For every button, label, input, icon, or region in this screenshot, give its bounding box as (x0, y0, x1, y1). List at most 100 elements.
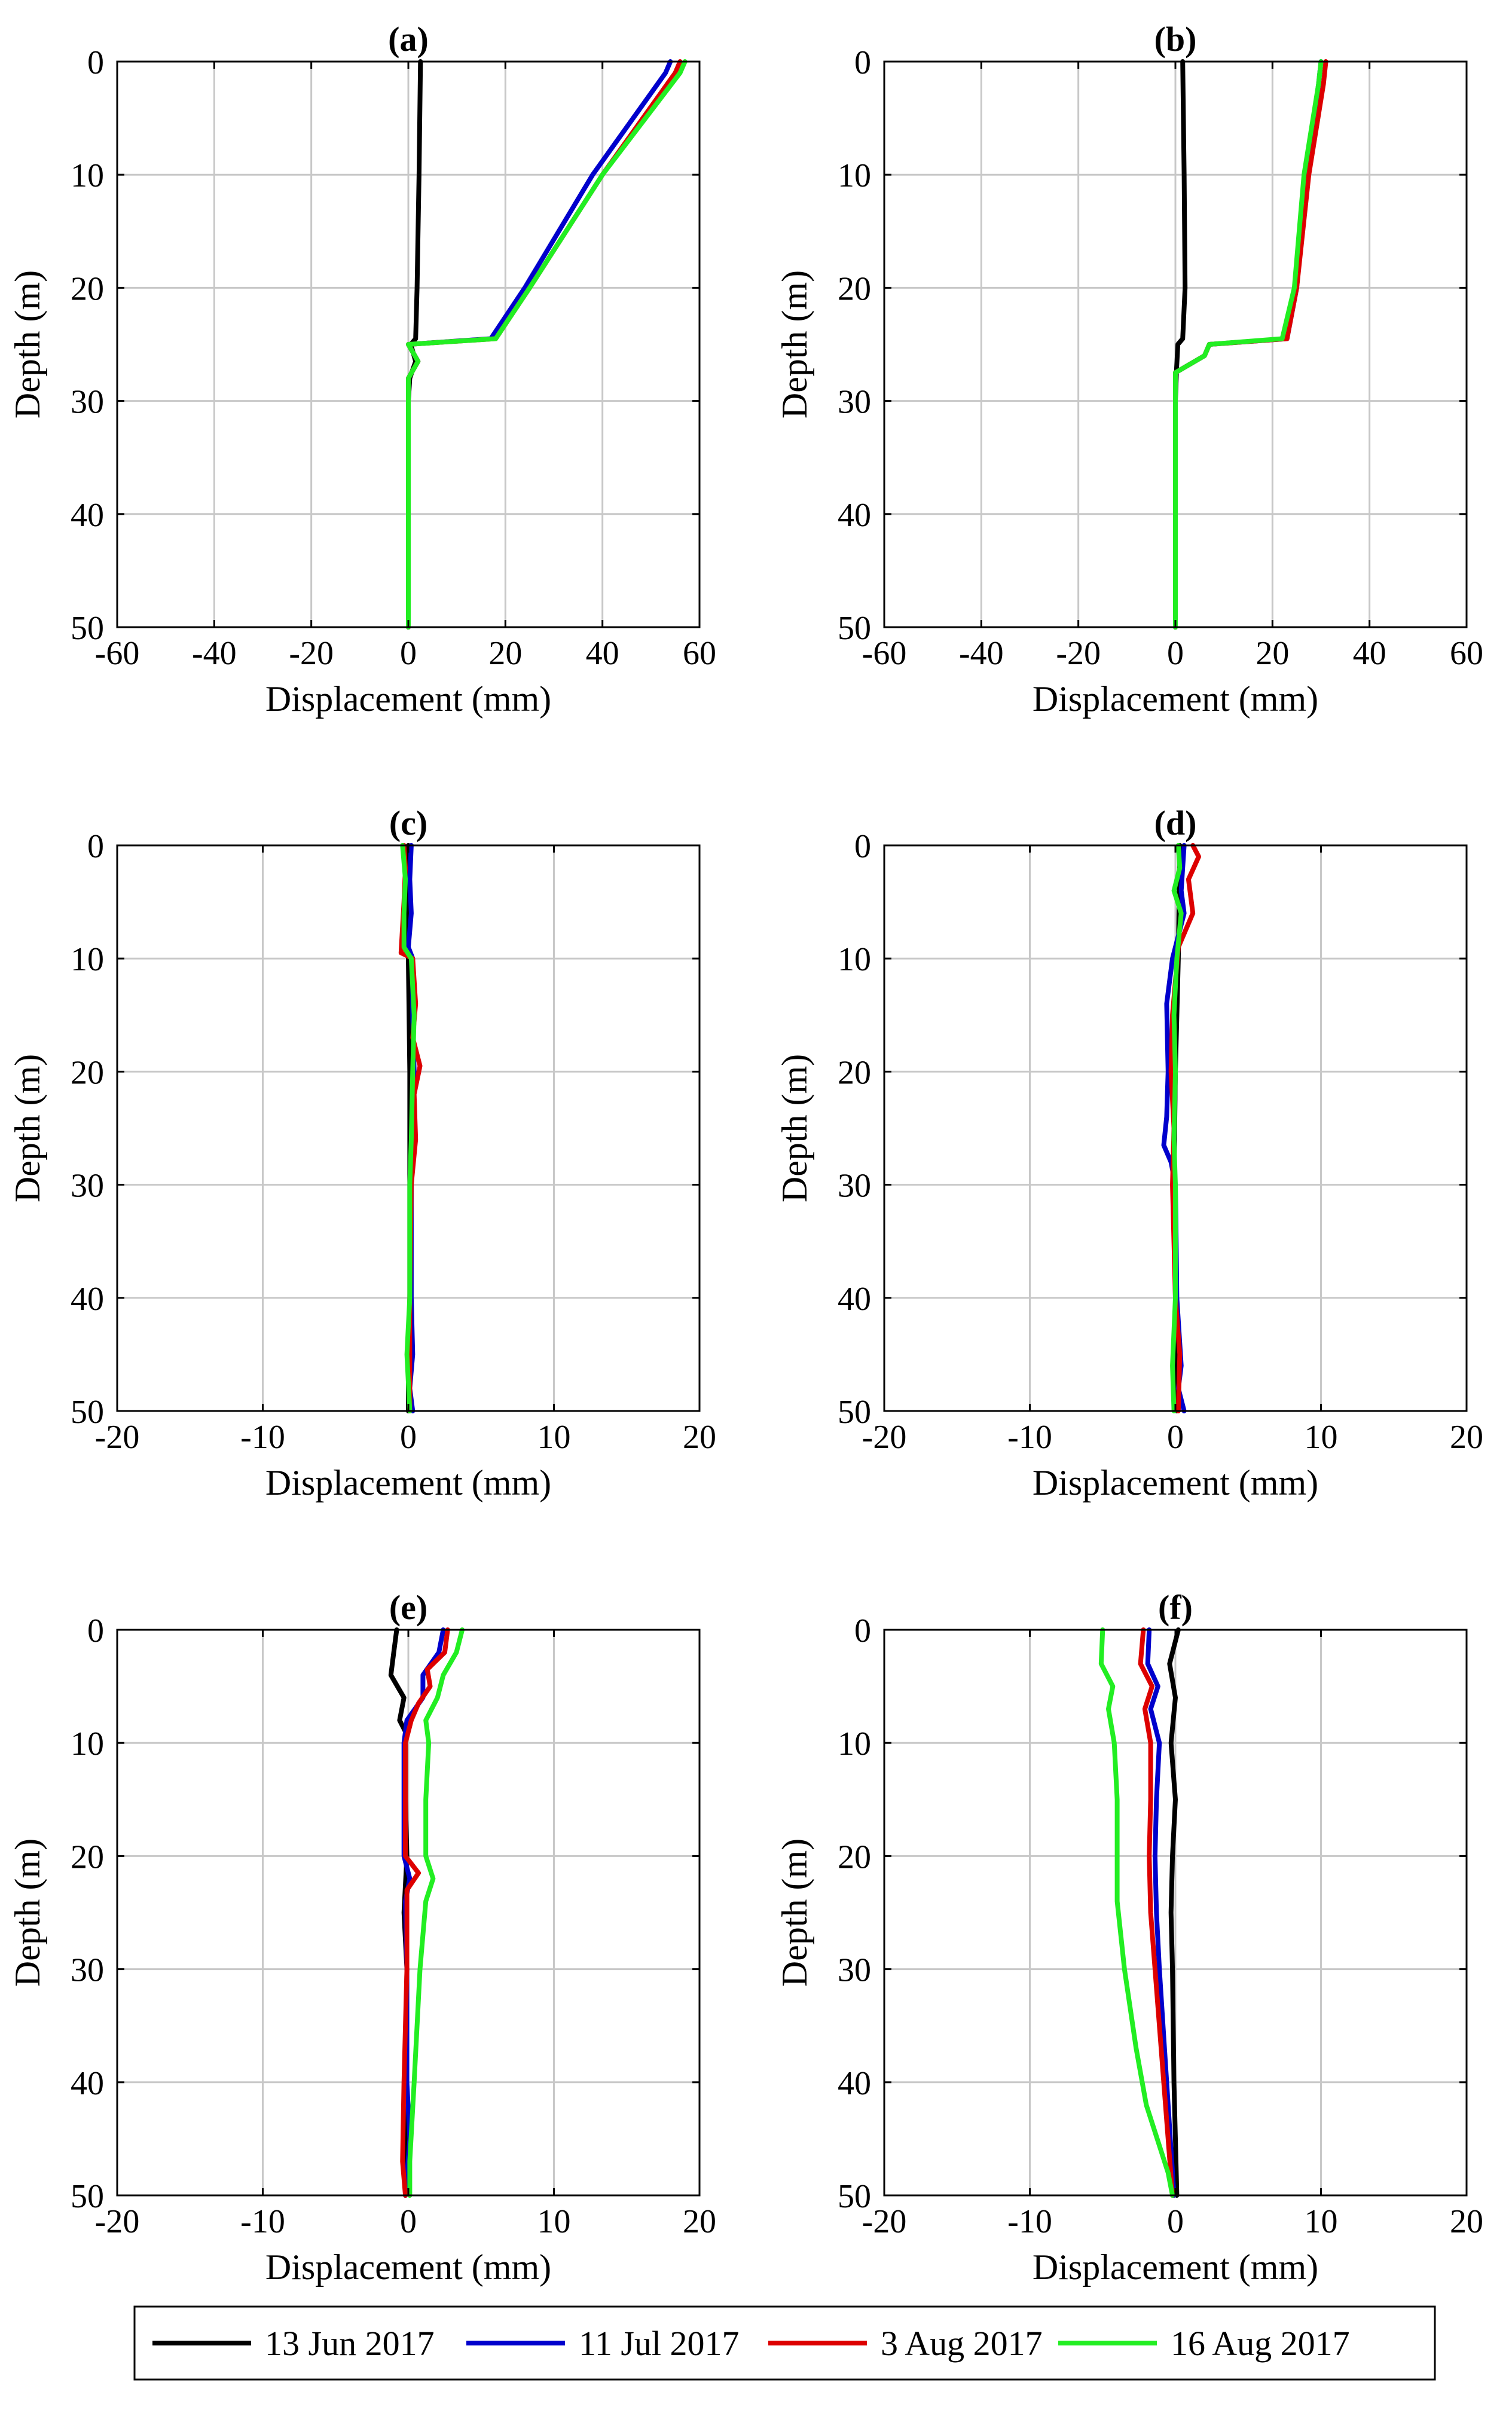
x-tick-label: 20 (1450, 1419, 1483, 1456)
panel-title: (b) (1154, 20, 1197, 59)
x-tick-label: -10 (240, 2203, 285, 2240)
y-tick-label: 40 (838, 497, 871, 534)
x-tick-label: 20 (1256, 635, 1289, 672)
series-line-16-aug-2017 (407, 1627, 465, 2198)
y-tick-label: 20 (838, 1054, 871, 1091)
x-tick-label: 60 (683, 635, 716, 672)
panel-a: -60 -40 -20 0 20 40 60 0 10 20 30 40 50 Displacement … (8, 20, 716, 719)
y-tick-label: 50 (71, 1394, 104, 1431)
y-tick-label: 50 (71, 610, 104, 647)
x-tick-label: 0 (1167, 2203, 1184, 2240)
y-tick-label: 10 (71, 157, 104, 194)
panel-title: (a) (388, 20, 429, 59)
y-tick-label: 30 (838, 384, 871, 421)
panel-title: (e) (389, 1588, 427, 1627)
y-tick-label: 30 (71, 1952, 104, 1989)
y-tick-label: 30 (838, 1168, 871, 1205)
y-tick-label: 40 (838, 2065, 871, 2102)
y-axis-label: Depth (m) (8, 1838, 47, 1987)
x-tick-label: 20 (1450, 2203, 1483, 2240)
y-tick-label: 40 (71, 497, 104, 534)
series-line-3-aug-2017 (1138, 1627, 1175, 2198)
x-tick-label: 10 (1305, 1419, 1338, 1456)
series-line-16-aug-2017 (1173, 59, 1324, 630)
y-tick-label: 10 (838, 157, 871, 194)
y-tick-label: 0 (854, 44, 871, 81)
x-axis-label: Displacement (mm) (1033, 1463, 1318, 1502)
series-line-3-aug-2017 (400, 1627, 450, 2198)
legend: 13 Jun 2017 11 Jul 2017 3 Aug 2017 16 Au… (133, 2305, 1436, 2381)
x-tick-label: -20 (289, 635, 334, 672)
y-tick-label: 50 (838, 2178, 871, 2215)
y-tick-label: 0 (87, 44, 104, 81)
y-tick-label: 20 (71, 270, 104, 307)
x-tick-label: -40 (959, 635, 1004, 672)
panel-b: -60 -40 -20 0 20 40 60 0 10 20 30 40 50 Displacement … (775, 20, 1483, 719)
x-tick-label: 10 (1305, 2203, 1338, 2240)
panel-c: -20 -10 0 10 20 0 10 20 30 40 50 Displacement (mm) D… (8, 804, 716, 1502)
x-tick-label: -20 (1056, 635, 1101, 672)
y-axis-label: Depth (m) (775, 1054, 814, 1202)
x-tick-label: -10 (1007, 2203, 1052, 2240)
y-tick-label: 0 (87, 1612, 104, 1650)
x-tick-label: -10 (240, 1419, 285, 1456)
x-axis-label: Displacement (mm) (265, 679, 551, 719)
legend-label-11-jul: 11 Jul 2017 (579, 2324, 740, 2363)
x-axis-label: Displacement (mm) (1033, 679, 1318, 719)
series-line-16-aug-2017 (406, 59, 688, 630)
y-tick-label: 30 (71, 384, 104, 421)
y-tick-label: 50 (71, 2178, 104, 2215)
y-tick-label: 20 (71, 1838, 104, 1876)
series-line-11-jul-2017 (1145, 1627, 1177, 2198)
y-axis-label: Depth (m) (8, 270, 47, 419)
y-tick-label: 10 (838, 1725, 871, 1763)
x-tick-label: 20 (488, 635, 522, 672)
y-tick-label: 10 (71, 941, 104, 978)
x-tick-label: 20 (683, 2203, 716, 2240)
x-axis-label: Displacement (mm) (1033, 2247, 1318, 2287)
y-tick-label: 20 (838, 270, 871, 307)
y-tick-label: 0 (87, 828, 104, 865)
y-tick-label: 0 (854, 828, 871, 865)
y-tick-label: 40 (838, 1281, 871, 1318)
x-tick-label: 0 (1167, 1419, 1184, 1456)
x-tick-label: 0 (400, 2203, 417, 2240)
x-axis-label: Displacement (mm) (265, 2247, 551, 2287)
x-axis-label: Displacement (mm) (265, 1463, 551, 1502)
x-tick-label: -20 (95, 1419, 140, 1456)
x-tick-label: 0 (400, 1419, 417, 1456)
series-line-13-jun-2017 (1167, 1627, 1181, 2198)
x-tick-label: 60 (1450, 635, 1483, 672)
x-tick-label: -10 (1007, 1419, 1052, 1456)
panels: -60 -40 -20 0 20 40 60 0 10 20 30 40 50 Displacement … (8, 20, 1483, 2287)
x-tick-label: 10 (537, 2203, 571, 2240)
legend-label-13-jun: 13 Jun 2017 (265, 2324, 435, 2363)
panel-title: (f) (1158, 1588, 1193, 1627)
y-tick-label: 30 (838, 1952, 871, 1989)
y-tick-label: 50 (838, 610, 871, 647)
x-tick-label: 10 (537, 1419, 571, 1456)
y-axis-label: Depth (m) (8, 1054, 47, 1202)
y-tick-label: 20 (71, 1054, 104, 1091)
x-tick-label: -20 (862, 1419, 907, 1456)
panel-d: -20 -10 0 10 20 0 10 20 30 40 50 Displacement (mm) D… (775, 804, 1483, 1502)
y-tick-label: 10 (838, 941, 871, 978)
x-tick-label: -60 (862, 635, 907, 672)
x-tick-label: -20 (862, 2203, 907, 2240)
panel-f: -20 -10 0 10 20 0 10 20 30 40 50 Displacement (mm) D… (775, 1588, 1483, 2287)
y-tick-label: 20 (838, 1838, 871, 1876)
y-tick-label: 40 (71, 1281, 104, 1318)
y-axis-label: Depth (m) (775, 1838, 814, 1987)
y-axis-label: Depth (m) (775, 270, 814, 419)
panel-title: (c) (389, 804, 427, 842)
panel-title: (d) (1154, 804, 1197, 842)
y-tick-label: 40 (71, 2065, 104, 2102)
y-tick-label: 50 (838, 1394, 871, 1431)
y-tick-label: 10 (71, 1725, 104, 1763)
x-tick-label: 0 (400, 635, 417, 672)
series-line-16-aug-2017 (1170, 843, 1184, 1413)
x-tick-label: 20 (683, 1419, 716, 1456)
x-tick-label: -20 (95, 2203, 140, 2240)
